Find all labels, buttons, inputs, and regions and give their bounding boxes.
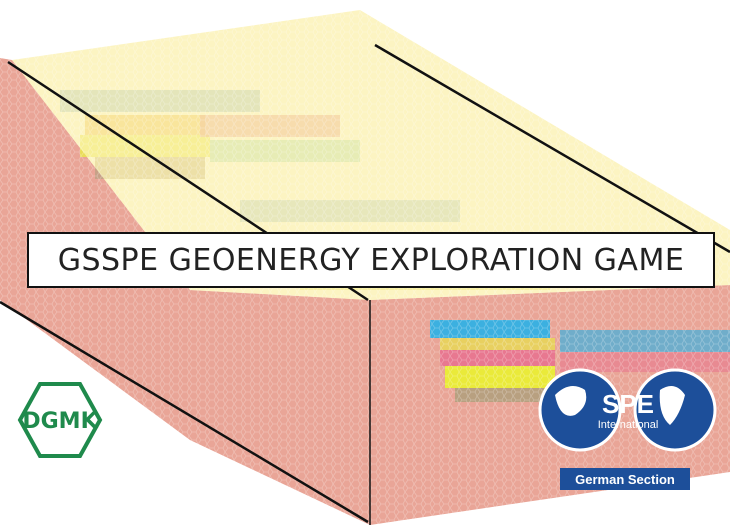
dgmk-logo: DGMK (17, 382, 103, 458)
game-title: GSSPE GEOENERGY EXPLORATION GAME (27, 232, 715, 288)
spe-text: SPE (602, 389, 654, 419)
spe-logo: SPE International German Section (538, 368, 717, 490)
dgmk-text: DGMK (22, 409, 98, 434)
spe-section: German Section (575, 472, 675, 487)
spe-sub: International (598, 419, 659, 431)
